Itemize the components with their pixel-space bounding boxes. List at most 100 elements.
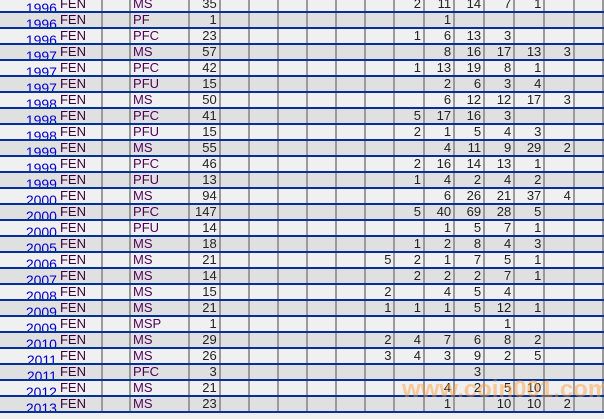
value-cell[interactable]: 2 <box>514 332 546 349</box>
value-cell[interactable] <box>248 252 279 269</box>
value-cell[interactable]: 4 <box>394 348 425 365</box>
total-cell[interactable]: 23 <box>189 396 221 413</box>
type-cell[interactable]: MS <box>130 44 191 61</box>
value-cell[interactable] <box>277 12 308 29</box>
type-cell[interactable]: MS <box>130 284 191 301</box>
value-cell[interactable] <box>573 300 604 317</box>
blank-cell[interactable] <box>101 252 132 269</box>
value-cell[interactable] <box>277 0 308 13</box>
type-cell[interactable]: MS <box>130 0 191 13</box>
value-cell[interactable] <box>306 124 337 141</box>
value-cell[interactable] <box>219 348 250 365</box>
value-cell[interactable]: 28 <box>484 204 516 221</box>
type-cell[interactable]: MS <box>130 268 191 285</box>
table-row[interactable]: 1996 FEN PFC 23 1 6 13 3 <box>0 28 604 45</box>
value-cell[interactable]: 17 <box>484 44 516 61</box>
value-cell[interactable] <box>277 332 308 349</box>
value-cell[interactable] <box>277 108 308 125</box>
value-cell[interactable] <box>335 188 366 205</box>
value-cell[interactable] <box>364 380 396 397</box>
value-cell[interactable] <box>544 12 575 29</box>
type-cell[interactable]: PFU <box>130 76 191 93</box>
value-cell[interactable] <box>219 44 250 61</box>
value-cell[interactable] <box>248 12 279 29</box>
code-cell[interactable]: FEN <box>57 28 103 45</box>
value-cell[interactable] <box>277 268 308 285</box>
type-cell[interactable]: MS <box>130 380 191 397</box>
value-cell[interactable] <box>394 12 425 29</box>
year-cell[interactable]: 1996 <box>0 12 58 29</box>
blank-cell[interactable] <box>101 188 132 205</box>
value-cell[interactable] <box>573 252 604 269</box>
blank-cell[interactable] <box>101 300 132 317</box>
value-cell[interactable] <box>335 348 366 365</box>
value-cell[interactable] <box>219 76 250 93</box>
total-cell[interactable]: 1 <box>189 316 221 333</box>
code-cell[interactable]: FEN <box>57 60 103 77</box>
value-cell[interactable] <box>454 396 486 413</box>
value-cell[interactable] <box>364 44 396 61</box>
value-cell[interactable]: 4 <box>394 332 425 349</box>
value-cell[interactable] <box>573 140 604 157</box>
value-cell[interactable] <box>248 300 279 317</box>
year-cell[interactable]: 2000 <box>0 188 58 205</box>
value-cell[interactable] <box>219 204 250 221</box>
blank-cell[interactable] <box>101 204 132 221</box>
value-cell[interactable]: 4 <box>484 172 516 189</box>
value-cell[interactable] <box>544 0 575 13</box>
value-cell[interactable] <box>394 220 425 237</box>
value-cell[interactable] <box>484 12 516 29</box>
value-cell[interactable]: 7 <box>454 252 486 269</box>
blank-cell[interactable] <box>101 92 132 109</box>
code-cell[interactable]: FEN <box>57 204 103 221</box>
value-cell[interactable] <box>248 220 279 237</box>
value-cell[interactable]: 29 <box>514 140 546 157</box>
value-cell[interactable] <box>544 316 575 333</box>
value-cell[interactable]: 7 <box>484 220 516 237</box>
value-cell[interactable] <box>514 12 546 29</box>
value-cell[interactable] <box>364 124 396 141</box>
value-cell[interactable]: 2 <box>423 268 456 285</box>
code-cell[interactable]: FEN <box>57 140 103 157</box>
year-cell[interactable]: 1998 <box>0 108 58 125</box>
value-cell[interactable] <box>248 188 279 205</box>
value-cell[interactable] <box>306 300 337 317</box>
value-cell[interactable] <box>364 28 396 45</box>
value-cell[interactable] <box>277 364 308 381</box>
table-row[interactable]: 2012 FEN MS 21 4 2 5 10 <box>0 380 604 397</box>
value-cell[interactable] <box>573 92 604 109</box>
value-cell[interactable]: 1 <box>364 300 396 317</box>
value-cell[interactable]: 13 <box>514 44 546 61</box>
total-cell[interactable]: 18 <box>189 236 221 253</box>
value-cell[interactable] <box>306 220 337 237</box>
blank-cell[interactable] <box>101 396 132 413</box>
code-cell[interactable]: FEN <box>57 172 103 189</box>
value-cell[interactable] <box>573 76 604 93</box>
value-cell[interactable] <box>454 316 486 333</box>
blank-cell[interactable] <box>101 60 132 77</box>
value-cell[interactable]: 8 <box>423 44 456 61</box>
value-cell[interactable]: 1 <box>514 220 546 237</box>
value-cell[interactable] <box>544 124 575 141</box>
blank-cell[interactable] <box>101 12 132 29</box>
value-cell[interactable]: 3 <box>484 76 516 93</box>
year-cell[interactable]: 2000 <box>0 204 58 221</box>
type-cell[interactable]: MS <box>130 92 191 109</box>
value-cell[interactable] <box>335 332 366 349</box>
total-cell[interactable]: 14 <box>189 268 221 285</box>
value-cell[interactable] <box>335 220 366 237</box>
value-cell[interactable] <box>364 0 396 13</box>
total-cell[interactable]: 50 <box>189 92 221 109</box>
type-cell[interactable]: PFC <box>130 364 191 381</box>
type-cell[interactable]: MS <box>130 140 191 157</box>
value-cell[interactable]: 8 <box>454 236 486 253</box>
value-cell[interactable] <box>335 284 366 301</box>
value-cell[interactable]: 37 <box>514 188 546 205</box>
value-cell[interactable] <box>335 108 366 125</box>
blank-cell[interactable] <box>101 28 132 45</box>
value-cell[interactable]: 6 <box>454 76 486 93</box>
value-cell[interactable] <box>306 76 337 93</box>
value-cell[interactable] <box>394 380 425 397</box>
table-row[interactable]: 2006 FEN MS 21 5 2 1 7 5 1 <box>0 252 604 269</box>
type-cell[interactable]: PFC <box>130 60 191 77</box>
